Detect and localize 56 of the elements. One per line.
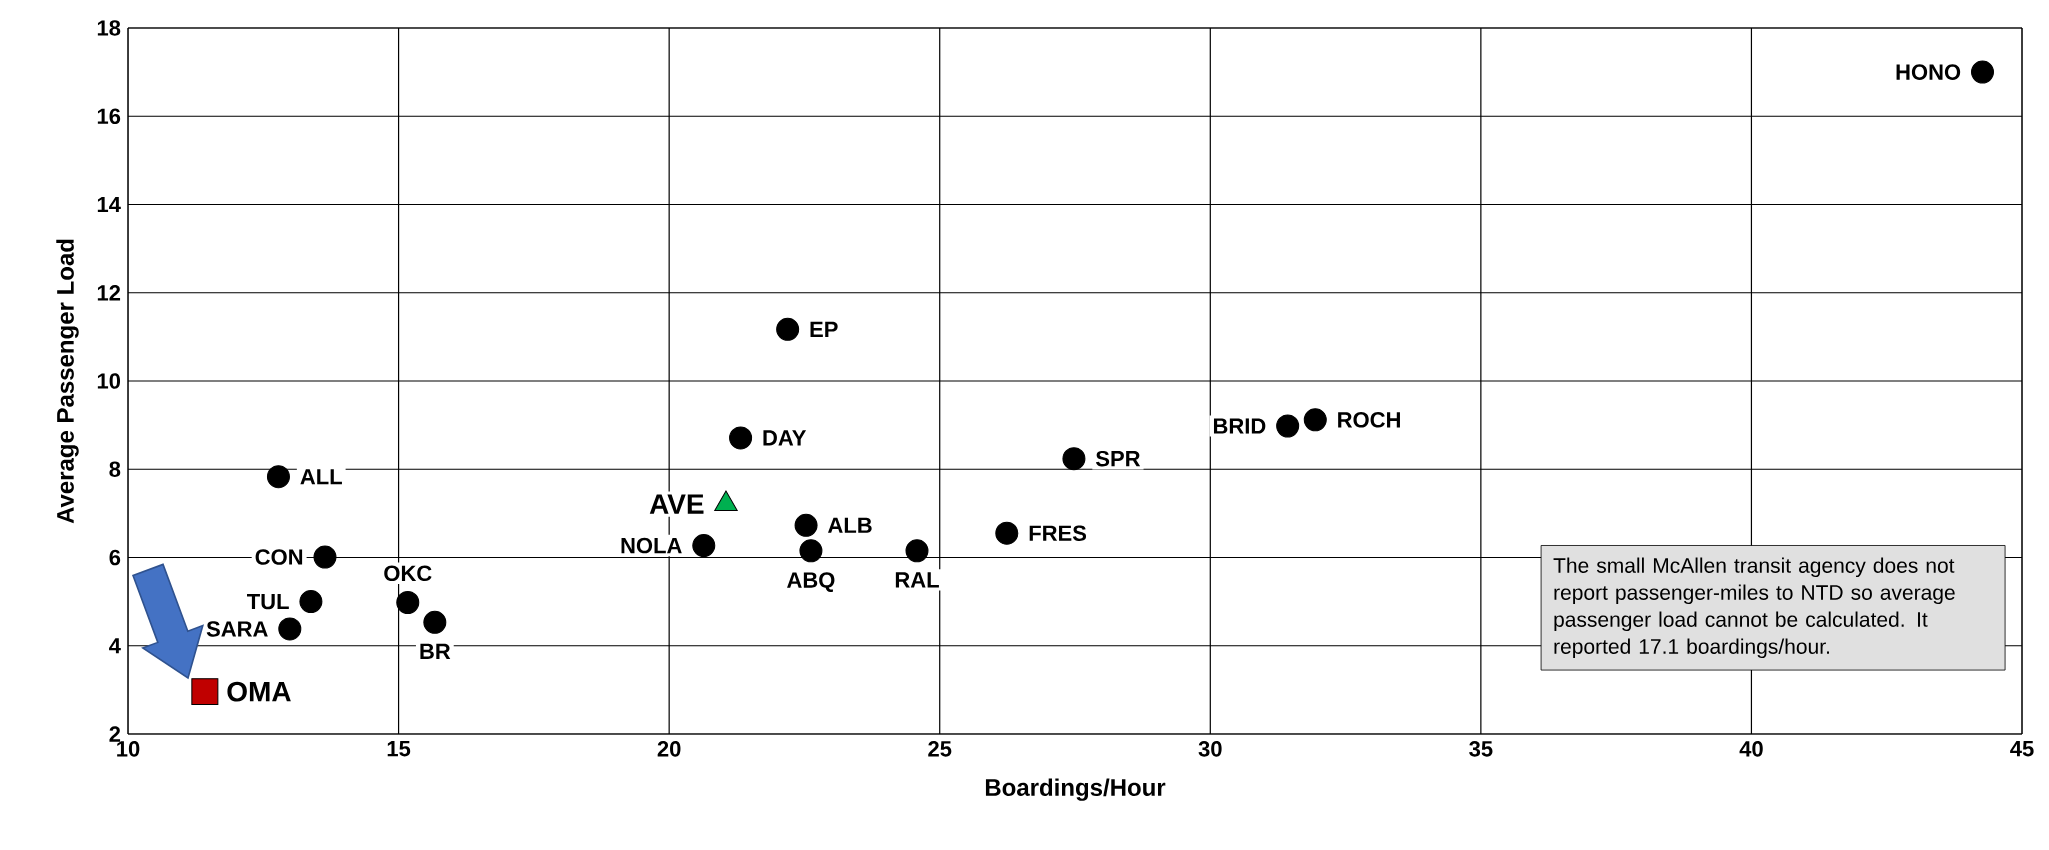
point bbox=[799, 539, 823, 563]
x-tick-label: 40 bbox=[1739, 741, 1763, 757]
y-tick-label: 12 bbox=[97, 285, 121, 301]
annotation: FRES bbox=[1029, 525, 1087, 542]
annotation: EP bbox=[810, 321, 838, 337]
y-tick-label: 18 bbox=[97, 20, 121, 36]
x-axis-title: Boardings/Hour bbox=[985, 778, 1166, 801]
annotation: DAY bbox=[763, 430, 807, 446]
point bbox=[995, 521, 1019, 545]
annotation: BR bbox=[420, 643, 451, 659]
point bbox=[266, 465, 290, 489]
annotation: HONO bbox=[1896, 64, 1961, 80]
x-tick-label: 15 bbox=[387, 741, 411, 757]
annotation: SPR bbox=[1095, 450, 1141, 467]
y-tick-label: 6 bbox=[109, 549, 121, 566]
annotation: ALL bbox=[300, 469, 342, 485]
series-label: OMA bbox=[227, 681, 291, 702]
point bbox=[423, 610, 447, 634]
point bbox=[278, 617, 302, 641]
x-tick-label: 45 bbox=[2010, 741, 2034, 757]
annotation: TUL bbox=[247, 593, 289, 610]
y-axis-title: Average Passenger Load bbox=[56, 239, 79, 524]
annotation: RAL bbox=[895, 572, 939, 588]
y-tick-label: 4 bbox=[109, 638, 121, 654]
point bbox=[905, 539, 929, 563]
point bbox=[692, 534, 716, 558]
point bbox=[1303, 408, 1327, 432]
point bbox=[313, 545, 337, 569]
annotation: The small McAllen transit agency does not report passenger-miles to NTD so average passenger load cannot be calculated. It reported 17.1 boardings/hour. bbox=[1553, 557, 1955, 659]
point bbox=[794, 513, 818, 537]
y-tick-label: 10 bbox=[97, 373, 121, 389]
y-tick-label: 8 bbox=[109, 461, 121, 478]
point bbox=[776, 317, 800, 341]
point bbox=[191, 678, 219, 706]
annotation: ALB bbox=[828, 517, 872, 533]
annotation: SARA bbox=[206, 621, 268, 637]
annotation: NOLA bbox=[621, 537, 682, 554]
x-tick-label: 35 bbox=[1469, 741, 1493, 757]
point bbox=[299, 590, 323, 614]
x-tick-label: 20 bbox=[657, 741, 681, 757]
series-label: AVE bbox=[649, 494, 704, 514]
annotation: CON bbox=[255, 549, 303, 565]
annotation: BRID bbox=[1213, 418, 1266, 434]
annotation: ROCH bbox=[1338, 412, 1400, 428]
point bbox=[1062, 447, 1086, 471]
point bbox=[1276, 414, 1300, 438]
y-tick-label: 14 bbox=[97, 196, 121, 213]
point bbox=[1971, 60, 1994, 84]
annotation: OKC bbox=[384, 565, 432, 582]
y-tick-label: 2 bbox=[109, 726, 121, 742]
point bbox=[729, 426, 753, 450]
point bbox=[396, 590, 420, 614]
annotation: ABQ bbox=[787, 572, 835, 592]
x-tick-label: 25 bbox=[928, 741, 952, 757]
y-tick-label: 16 bbox=[97, 108, 121, 125]
x-tick-label: 30 bbox=[1198, 741, 1222, 757]
